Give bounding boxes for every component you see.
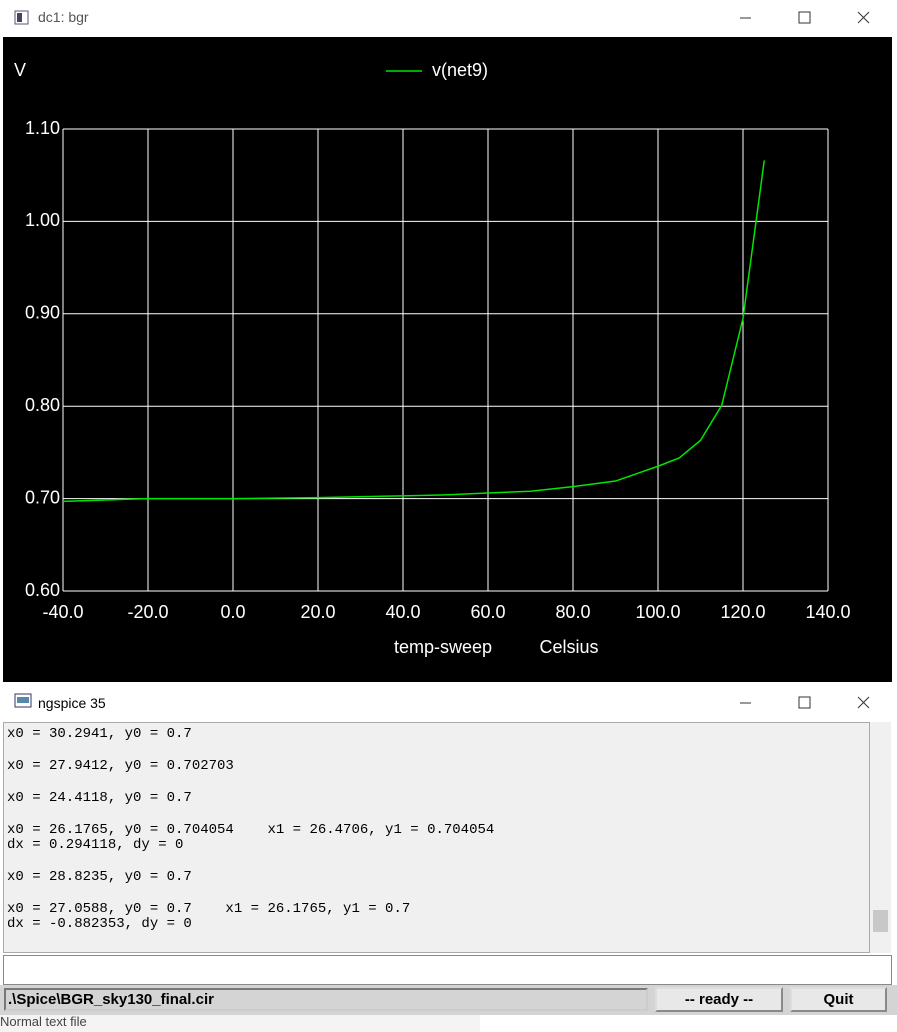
plot-titlebar: dc1: bgr	[0, 0, 897, 37]
y-tick-label: 0.60	[25, 580, 60, 600]
quit-button[interactable]: Quit	[790, 987, 887, 1012]
x-tick-label: 40.0	[385, 602, 420, 622]
y-tick-label: 1.10	[25, 118, 60, 138]
status: -- ready --	[655, 987, 783, 1012]
window-icon	[14, 10, 29, 25]
console-entry: x0 = 26.1765, y0 = 0.704054 x1 = 26.4706…	[7, 823, 866, 853]
console-line: x0 = 30.2941, y0 = 0.7	[7, 726, 192, 742]
legend-label: v(net9)	[432, 60, 488, 80]
y-tick-label: 0.70	[25, 487, 60, 507]
window-controls[interactable]	[730, 8, 880, 28]
console-line: x0 = 28.8235, y0 = 0.7	[7, 869, 192, 885]
data-line	[62, 160, 765, 503]
plot-area: V temp-sweep Celsius 0.60 0.70 0.80 0.90 1.0…	[3, 37, 892, 682]
console-entry: x0 = 28.8235, y0 = 0.7	[7, 870, 866, 885]
command-input[interactable]	[3, 955, 892, 985]
x-tick-label: 120.0	[720, 602, 765, 622]
window-icon	[14, 693, 32, 708]
y-axis-label: V	[14, 60, 26, 80]
window-title: ngspice 35	[38, 695, 106, 711]
console-titlebar: ngspice 35	[0, 682, 897, 722]
y-tick-label: 0.90	[25, 303, 60, 323]
x-tick-label: 140.0	[805, 602, 850, 622]
y-tick-label: 0.80	[25, 395, 60, 415]
console-entry: x0 = 27.9412, y0 = 0.702703	[7, 759, 866, 774]
x-tick-label: 100.0	[635, 602, 680, 622]
x-tick-label: 20.0	[300, 602, 335, 622]
x-tick-label: -40.0	[42, 602, 83, 622]
y-tick-label: 1.00	[25, 210, 60, 230]
console-output: x0 = 30.2941, y0 = 0.7 x0 = 27.9412, y0 =…	[3, 722, 870, 953]
x-tick-label: 60.0	[470, 602, 505, 622]
console-line: x0 = 27.9412, y0 = 0.702703	[7, 758, 234, 774]
file-path: .\Spice\BGR_sky130_final.cir	[4, 988, 648, 1011]
console-line: x0 = 24.4118, y0 = 0.7	[7, 790, 192, 806]
window-controls[interactable]	[730, 693, 880, 713]
x-axis-label: temp-sweep	[394, 637, 492, 657]
console-line: dx = 0.294118, dy = 0	[7, 837, 184, 853]
status-bar: .\Spice\BGR_sky130_final.cir -- ready --…	[0, 985, 897, 1015]
background-status: Normal text file	[0, 1015, 480, 1032]
console-line: dx = -0.882353, dy = 0	[7, 916, 192, 932]
x-axis-unit: Celsius	[539, 637, 598, 657]
console-entry: x0 = 24.4118, y0 = 0.7	[7, 791, 866, 806]
console-line: x0 = 26.1765, y0 = 0.704054 x1 = 26.4706…	[7, 822, 495, 838]
x-tick-label: 80.0	[555, 602, 590, 622]
window-title: dc1: bgr	[38, 9, 89, 25]
x-tick-label: -20.0	[127, 602, 168, 622]
console-line: x0 = 27.0588, y0 = 0.7 x1 = 26.1765, y1 …	[7, 901, 411, 917]
scrollbar[interactable]	[870, 722, 891, 953]
console-entry: x0 = 30.2941, y0 = 0.7	[7, 727, 866, 742]
x-tick-label: 0.0	[220, 602, 245, 622]
console-entry: x0 = 27.0588, y0 = 0.7 x1 = 26.1765, y1 …	[7, 902, 866, 932]
